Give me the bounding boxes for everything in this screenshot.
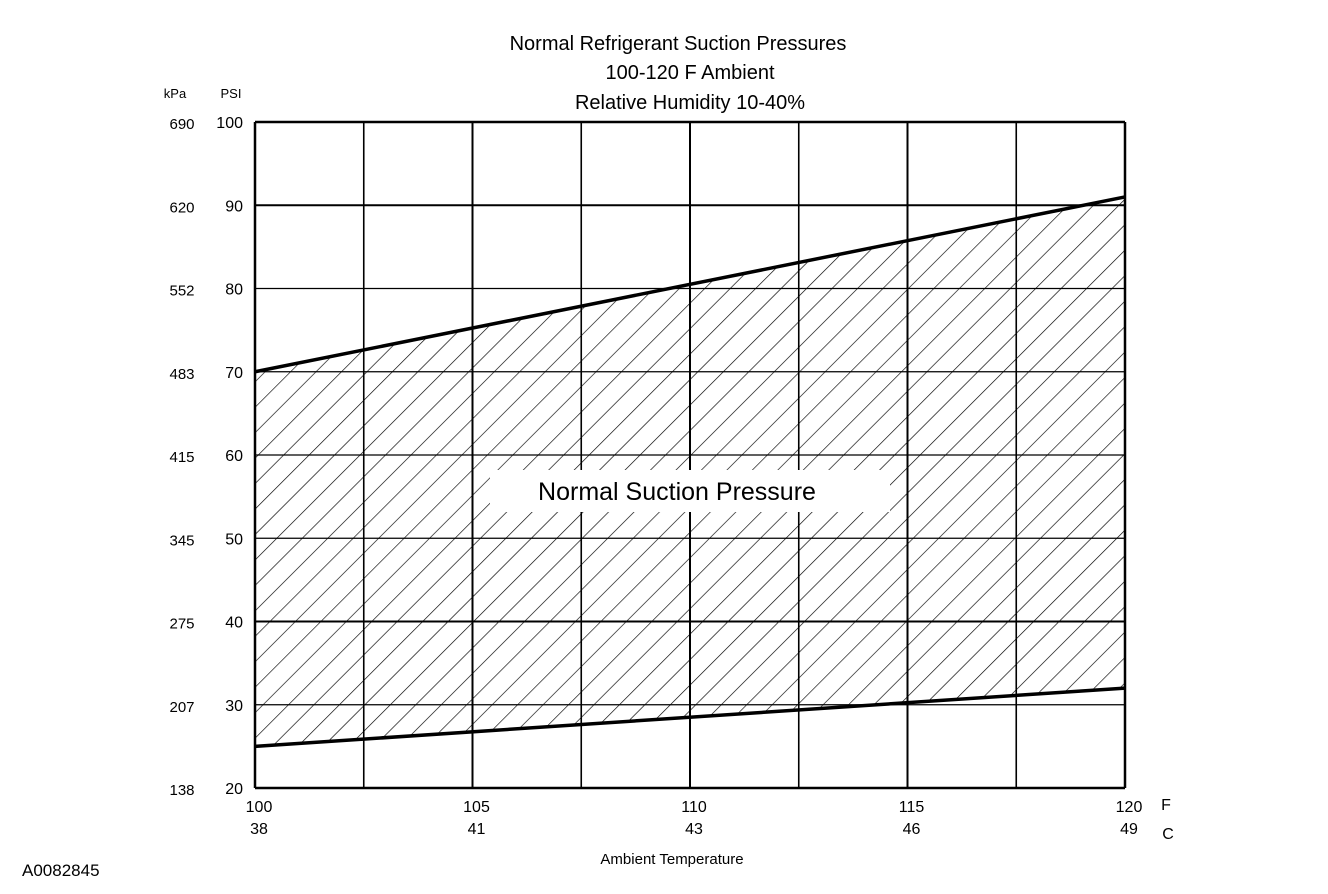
x-tick-label-f: 120 — [1116, 799, 1143, 816]
kpa-tick-label: 275 — [169, 616, 194, 633]
kpa-tick-label: 207 — [169, 699, 194, 716]
kpa-tick-label: 620 — [169, 199, 194, 216]
kpa-tick-label: 690 — [169, 116, 194, 133]
psi-tick-label: 80 — [225, 282, 243, 299]
x-tick-label-c: 43 — [685, 821, 703, 838]
x-tick-label-c: 46 — [903, 821, 921, 838]
psi-tick-label: 40 — [225, 615, 243, 632]
psi-tick-label: 30 — [225, 698, 243, 715]
psi-tick-label: 60 — [225, 448, 243, 465]
kpa-tick-label: 415 — [169, 449, 194, 466]
band-label-background — [490, 470, 890, 512]
x-tick-label-c: 41 — [468, 821, 486, 838]
title-line-2: 100-120 F Ambient — [606, 62, 775, 84]
grid — [253, 120, 1127, 790]
series-line-lower-limit — [254, 686, 1126, 749]
chart-title: Normal Refrigerant Suction Pressures 100… — [510, 33, 847, 114]
psi-tick-label: 20 — [225, 781, 243, 798]
psi-tick-label: 90 — [225, 198, 243, 215]
kpa-tick-label: 483 — [169, 366, 194, 383]
psi-tick-label: 100 — [216, 115, 243, 132]
title-line-3: Relative Humidity 10-40% — [575, 92, 805, 114]
x-tick-label-f: 105 — [463, 799, 490, 816]
y-axis-ticks: 100 690 90 620 80 552 70 483 60 415 50 345 40 275 30 20… — [169, 115, 243, 799]
title-line-1: Normal Refrigerant Suction Pressures — [510, 33, 847, 55]
series-line-upper-limit — [254, 195, 1126, 374]
x-tick-label-c: 49 — [1120, 821, 1138, 838]
psi-tick-label: 70 — [225, 365, 243, 382]
psi-unit-label: PSI — [221, 86, 242, 101]
x-axis-label: Ambient Temperature — [600, 851, 743, 868]
x-tick-label-f: 100 — [246, 799, 273, 816]
kpa-tick-label: 138 — [169, 782, 194, 799]
x-tick-label-f: 115 — [899, 799, 925, 816]
kpa-tick-label: 345 — [169, 532, 194, 549]
limit-lines — [254, 195, 1126, 749]
kpa-unit-label: kPa — [164, 86, 187, 101]
x-tick-label-c: 38 — [250, 821, 268, 838]
kpa-tick-label: 552 — [169, 283, 194, 300]
x-unit-f: F — [1161, 797, 1171, 814]
x-axis-ticks: 100 38 105 41 110 43 115 46 120 49 — [246, 799, 1143, 838]
psi-tick-label: 50 — [225, 531, 243, 548]
band-label: Normal Suction Pressure — [538, 478, 816, 506]
x-unit-c: C — [1162, 826, 1174, 843]
x-tick-label-f: 110 — [681, 799, 707, 816]
figure-id: A0082845 — [22, 861, 100, 880]
